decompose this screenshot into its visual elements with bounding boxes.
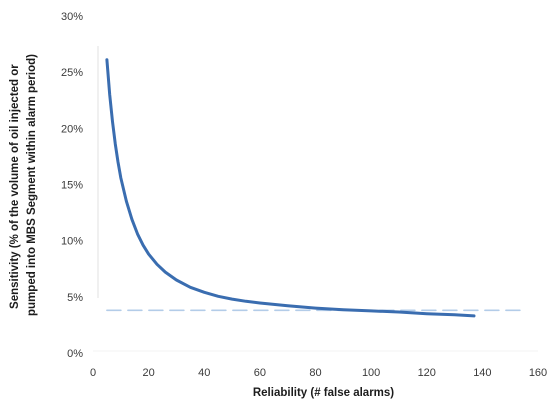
x-tick-label: 80 [309, 367, 321, 379]
x-tick-label: 140 [473, 367, 491, 379]
x-tick-label: 120 [418, 367, 436, 379]
y-tick-label: 10% [61, 236, 83, 248]
y-axis-title-line-1: Sensitivity (% of the volume of oil inje… [9, 64, 21, 309]
sensitivity-curve [105, 58, 476, 318]
y-axis-title: Sensitivity (% of the volume of oil inje… [9, 54, 38, 316]
x-tick-label: 100 [362, 367, 380, 379]
x-tick-label: 20 [143, 367, 155, 379]
x-tick-label: 0 [90, 367, 96, 379]
y-tick-label: 15% [61, 180, 83, 192]
x-axis-title: Reliability (# false alarms) [253, 387, 394, 399]
y-tick-labels: 0% 5% 10% 15% 20% 25% 30% [61, 11, 83, 360]
series-layer [105, 58, 525, 318]
y-tick-label: 0% [67, 348, 83, 360]
y-tick-label: 25% [61, 67, 83, 79]
y-tick-label: 5% [67, 292, 83, 304]
y-tick-label: 20% [61, 123, 83, 135]
x-tick-labels: 0 20 40 60 80 100 120 140 160 [90, 367, 547, 379]
y-axis-title-line-2: pumped into MBS Segment within alarm per… [26, 54, 38, 316]
x-tick-label: 60 [254, 367, 266, 379]
y-tick-label: 30% [61, 11, 83, 23]
x-tick-label: 160 [529, 367, 547, 379]
x-tick-label: 40 [198, 367, 210, 379]
